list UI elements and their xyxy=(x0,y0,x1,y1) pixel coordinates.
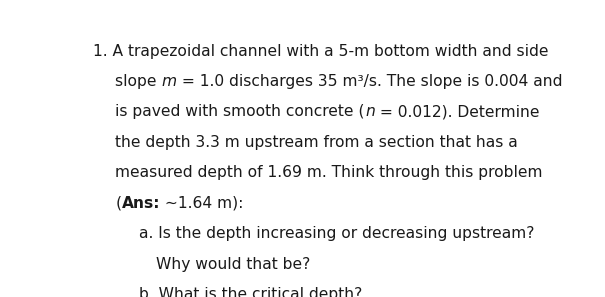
Text: b. What is the critical depth?: b. What is the critical depth? xyxy=(139,287,362,297)
Text: = 0.012). Determine: = 0.012). Determine xyxy=(375,105,539,119)
Text: n: n xyxy=(365,105,375,119)
Text: slope: slope xyxy=(116,74,162,89)
Text: Ans:: Ans: xyxy=(122,196,160,211)
Text: measured depth of 1.69 m. Think through this problem: measured depth of 1.69 m. Think through … xyxy=(116,165,543,180)
Text: ∼1.64 m):: ∼1.64 m): xyxy=(160,196,243,211)
Text: (: ( xyxy=(116,196,122,211)
Text: = 1.0 discharges 35 m³/s. The slope is 0.004 and: = 1.0 discharges 35 m³/s. The slope is 0… xyxy=(177,74,563,89)
Text: Why would that be?: Why would that be? xyxy=(156,257,310,271)
Text: 1. A trapezoidal channel with a 5-m bottom width and side: 1. A trapezoidal channel with a 5-m bott… xyxy=(93,44,549,59)
Text: m: m xyxy=(162,74,177,89)
Text: a. Is the depth increasing or decreasing upstream?: a. Is the depth increasing or decreasing… xyxy=(139,226,534,241)
Text: the depth 3.3 m upstream from a section that has a: the depth 3.3 m upstream from a section … xyxy=(116,135,518,150)
Text: is paved with smooth concrete (: is paved with smooth concrete ( xyxy=(116,105,365,119)
